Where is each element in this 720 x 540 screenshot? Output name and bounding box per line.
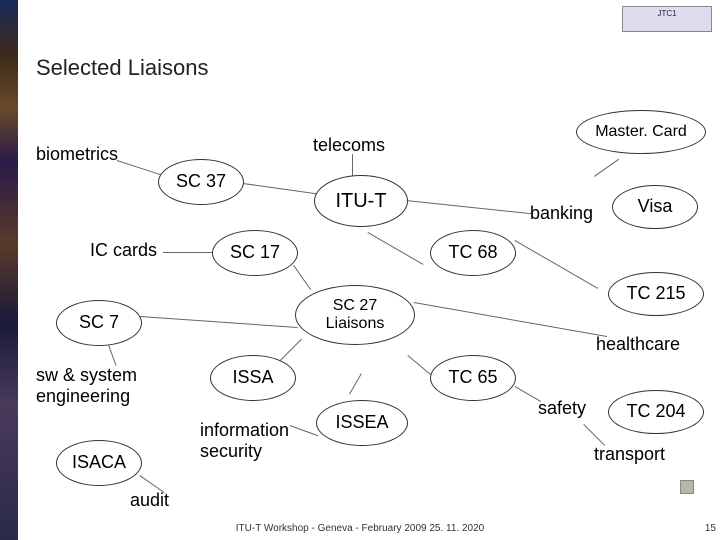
connector-line — [280, 339, 302, 361]
node-tc68: TC 68 — [430, 230, 516, 276]
page-title: Selected Liaisons — [36, 55, 208, 81]
label-infosec: informationsecurity — [200, 420, 289, 462]
label-swsys: sw & systemengineering — [36, 365, 137, 407]
node-center: SC 27Liaisons — [295, 285, 415, 345]
connector-line — [117, 160, 163, 176]
connector-line — [368, 232, 424, 265]
connector-line — [293, 265, 311, 290]
connector-line — [583, 424, 605, 446]
node-label: ISACA — [72, 453, 126, 473]
label-iccards: IC cards — [90, 240, 157, 261]
slide: { "title": "Selected Liaisons", "logo": … — [0, 0, 720, 540]
node-tc204: TC 204 — [608, 390, 704, 434]
node-isaca: ISACA — [56, 440, 142, 486]
decorative-left-strip — [0, 0, 18, 540]
node-label: ITU-T — [335, 190, 386, 212]
label-biometrics: biometrics — [36, 144, 118, 165]
connector-line — [407, 355, 431, 375]
label-banking: banking — [530, 203, 593, 224]
node-label: SC 27Liaisons — [326, 297, 385, 332]
connector-line — [290, 425, 319, 436]
page-number: 15 — [705, 523, 716, 534]
label-audit: audit — [130, 490, 169, 511]
connector-line — [163, 252, 215, 253]
node-tc65: TC 65 — [430, 355, 516, 401]
logo-text: JTC1 — [623, 7, 711, 18]
connector-line — [140, 316, 298, 328]
connector-line — [515, 240, 599, 289]
connector-line — [108, 345, 116, 366]
decorative-square-icon — [680, 480, 694, 494]
connector-line — [243, 183, 316, 194]
node-itut: ITU-T — [314, 175, 408, 227]
node-label: ISSA — [232, 368, 273, 388]
node-sc37: SC 37 — [158, 159, 244, 205]
logo-jtc1: JTC1 — [622, 6, 712, 32]
node-issa: ISSA — [210, 355, 296, 401]
node-issea: ISSEA — [316, 400, 408, 446]
node-label: SC 17 — [230, 243, 280, 263]
node-label: SC 37 — [176, 172, 226, 192]
node-label: ISSEA — [335, 413, 388, 433]
node-label: TC 68 — [448, 243, 497, 263]
label-healthcare: healthcare — [596, 334, 680, 355]
node-tc215: TC 215 — [608, 272, 704, 316]
node-label: TC 215 — [626, 284, 685, 304]
node-label: SC 7 — [79, 313, 119, 333]
connector-line — [594, 159, 619, 177]
connector-line — [515, 386, 541, 402]
node-sc17: SC 17 — [212, 230, 298, 276]
connector-line — [349, 373, 362, 394]
label-safety: safety — [538, 398, 586, 419]
footer-text: ITU-T Workshop - Geneva - February 2009 … — [0, 523, 720, 534]
node-label: TC 65 — [448, 368, 497, 388]
node-label: Visa — [638, 197, 673, 217]
label-telecoms: telecoms — [313, 135, 385, 156]
connector-line — [406, 200, 533, 214]
label-transport: transport — [594, 444, 665, 465]
node-mastercard: Master. Card — [576, 110, 706, 154]
node-sc7: SC 7 — [56, 300, 142, 346]
node-visa: Visa — [612, 185, 698, 229]
node-label: Master. Card — [595, 123, 687, 141]
connector-line — [414, 302, 607, 337]
node-label: TC 204 — [626, 402, 685, 422]
